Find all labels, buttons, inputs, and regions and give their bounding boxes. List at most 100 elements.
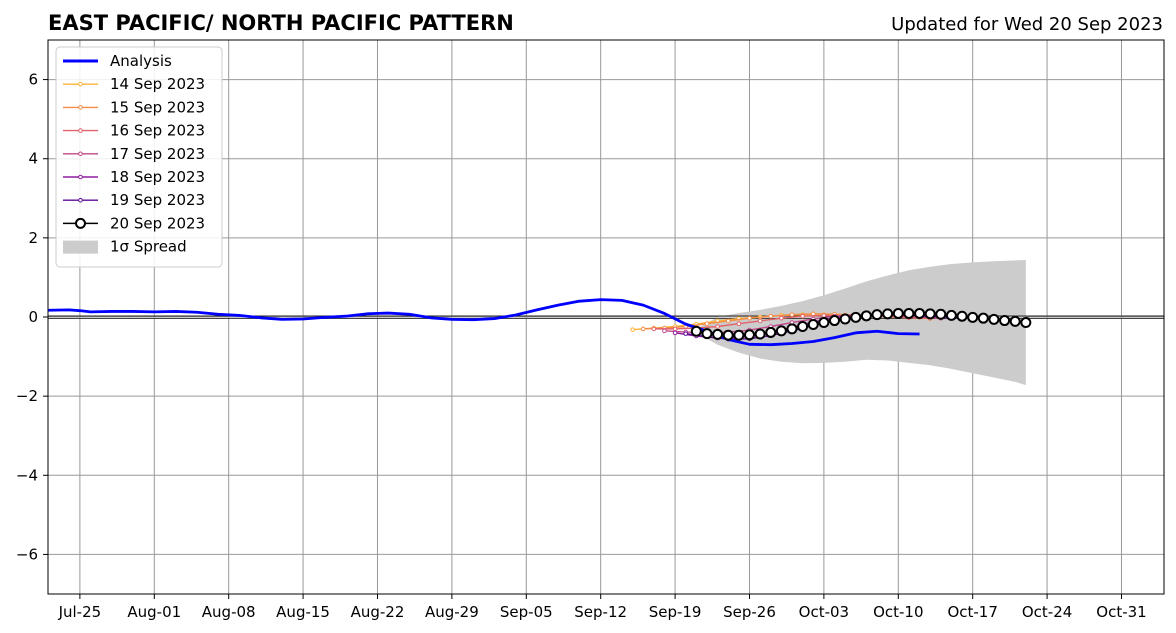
latest-forecast-point [712, 328, 724, 340]
y-tick-label: −2 [16, 387, 38, 405]
y-tick-label: 6 [28, 71, 38, 89]
latest-forecast-point [871, 309, 883, 321]
latest-forecast-point [945, 309, 957, 321]
latest-forecast-point [733, 329, 745, 341]
latest-forecast-point [956, 310, 968, 322]
latest-forecast-point [1020, 317, 1032, 329]
forecast-point [821, 313, 827, 318]
x-tick-label: Sep-26 [723, 603, 776, 621]
legend-swatch-marker [78, 197, 83, 203]
legend-label: 19 Sep 2023 [110, 191, 205, 209]
latest-forecast-point [1009, 315, 1021, 327]
latest-forecast-point [775, 325, 787, 337]
legend-item: 19 Sep 2023 [63, 191, 205, 209]
x-tick-label: Sep-12 [574, 603, 627, 621]
legend-swatch-marker [78, 151, 83, 157]
forecast-point [800, 313, 805, 319]
x-tick-label: Aug-22 [351, 603, 405, 621]
latest-forecast-point [722, 329, 734, 341]
x-tick-label: Oct-17 [947, 603, 997, 621]
forecast-point [725, 318, 731, 324]
forecast-point [630, 327, 635, 332]
forecast-point [640, 326, 646, 332]
legend-item: 15 Sep 2023 [63, 98, 205, 116]
x-tick-label: Jul-25 [58, 603, 102, 621]
y-tick-label: 2 [28, 229, 38, 247]
legend-item: Analysis [63, 52, 172, 70]
y-tick-label: 4 [28, 150, 38, 168]
x-tick-label: Aug-01 [127, 603, 181, 621]
x-tick-label: Oct-31 [1096, 603, 1146, 621]
forecast-point [704, 321, 710, 327]
forecast-point [736, 321, 742, 327]
legend-swatch-marker [78, 128, 83, 133]
legend-label: 18 Sep 2023 [110, 168, 205, 186]
updated-label: Updated for Wed 20 Sep 2023 [891, 14, 1163, 35]
legend-swatch-marker [75, 217, 86, 229]
legend-swatch-marker [78, 105, 83, 110]
legend-label: 15 Sep 2023 [110, 98, 205, 116]
forecast-point [768, 313, 774, 319]
latest-forecast-point [882, 308, 894, 320]
y-tick-label: −6 [16, 545, 38, 563]
series-group [47, 298, 1032, 347]
x-tick-label: Sep-19 [649, 603, 702, 621]
latest-forecast-point [743, 329, 755, 341]
legend-label: 14 Sep 2023 [110, 75, 205, 93]
legend-label: 20 Sep 2023 [110, 214, 205, 232]
x-tick-label: Oct-10 [873, 603, 923, 621]
x-tick-label: Aug-08 [202, 603, 256, 621]
legend-item: 18 Sep 2023 [63, 168, 205, 186]
legend-label: Analysis [110, 52, 172, 70]
latest-forecast-point [818, 317, 830, 329]
x-tick-label: Oct-24 [1022, 603, 1072, 621]
latest-forecast-point [701, 328, 713, 340]
legend-label: 16 Sep 2023 [110, 122, 205, 140]
legend: Analysis 14 Sep 2023 15 Sep 2023 16 Sep 202… [55, 46, 223, 268]
forecast-point [747, 315, 752, 321]
legend-item: 20 Sep 2023 [63, 214, 205, 232]
latest-forecast-point [860, 310, 872, 322]
latest-forecast-point [786, 323, 798, 335]
y-axis: −6 −4 −2 0 2 4 6 [16, 71, 48, 563]
x-axis: Jul-25 Aug-01 Aug-08 Aug-15 Aug-22 Aug-29 Sep-… [58, 594, 1147, 621]
x-tick-label: Sep-05 [500, 603, 553, 621]
latest-forecast-point [797, 320, 809, 332]
legend-item: 14 Sep 2023 [63, 75, 205, 93]
legend-label: 1σ Spread [110, 238, 187, 256]
chart-title: EAST PACIFIC/ NORTH PACIFIC PATTERN [48, 11, 514, 35]
latest-forecast-point [999, 315, 1011, 327]
latest-forecast-point [924, 308, 936, 320]
legend-item: 17 Sep 2023 [63, 145, 205, 163]
latest-forecast-point [850, 311, 862, 323]
legend-swatch-patch [63, 240, 98, 254]
latest-forecast-point [765, 326, 777, 338]
legend-box [55, 46, 223, 268]
latest-forecast-point [807, 319, 819, 331]
forecast-point [651, 326, 657, 332]
latest-forecast-point [935, 308, 947, 320]
latest-forecast-point [914, 307, 926, 319]
legend-label: 17 Sep 2023 [110, 145, 205, 163]
latest-forecast-point [892, 307, 904, 319]
y-tick-label: −4 [16, 466, 38, 484]
forecast-point [789, 312, 795, 317]
spread-area [696, 260, 1026, 386]
forecast-point [779, 315, 784, 321]
latest-forecast-point [690, 325, 702, 337]
x-tick-label: Aug-29 [425, 603, 479, 621]
latest-forecast-point [754, 328, 766, 340]
forecast-point [662, 328, 667, 334]
forecast-point [683, 331, 689, 336]
latest-forecast-point [903, 307, 915, 319]
legend-swatch-marker [78, 174, 83, 180]
forecast-point [715, 324, 720, 329]
forecast-point [672, 326, 678, 332]
latest-forecast-point [839, 313, 851, 325]
legend-item: 1σ Spread [63, 238, 187, 256]
spread-band [696, 260, 1026, 386]
x-tick-label: Aug-15 [276, 603, 330, 621]
latest-forecast-series [690, 307, 1032, 341]
legend-swatch-marker [78, 81, 83, 87]
